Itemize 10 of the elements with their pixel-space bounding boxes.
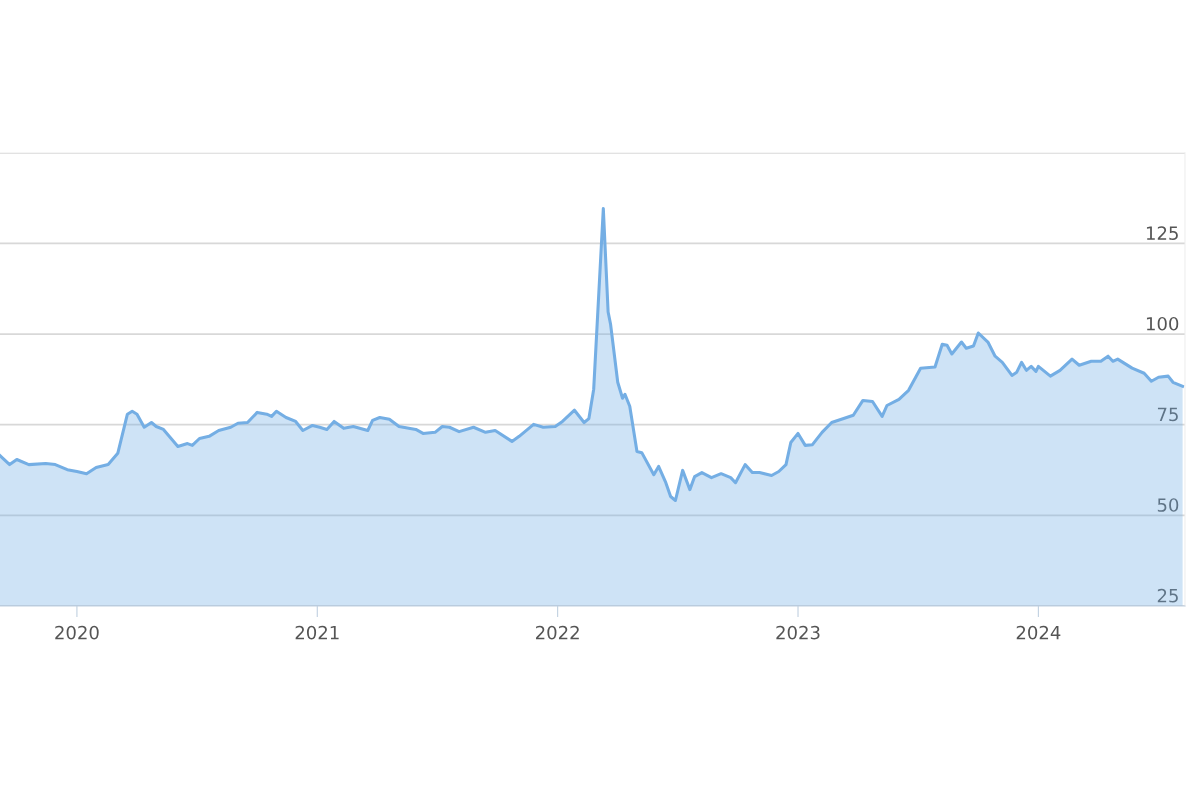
x-tick-label: 2020 xyxy=(55,625,99,640)
y-tick-label: 75 xyxy=(1157,407,1178,422)
x-tick-label: 2023 xyxy=(776,625,820,640)
x-tick-label: 2022 xyxy=(535,625,579,640)
y-tick-label: 50 xyxy=(1157,498,1179,512)
x-tick-label: 2021 xyxy=(295,625,339,640)
y-tick-label: 100 xyxy=(1146,316,1179,331)
x-tick-label: 2024 xyxy=(1016,625,1061,640)
y-tick-label: 25 xyxy=(1157,588,1178,603)
y-tick-label: 125 xyxy=(1146,226,1178,240)
